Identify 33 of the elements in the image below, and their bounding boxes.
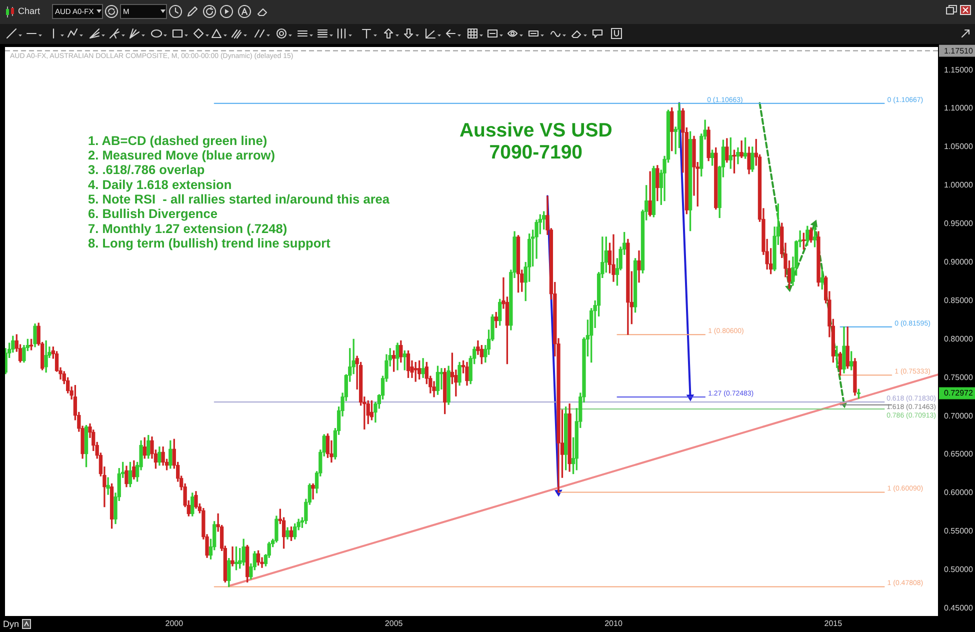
y-tick-label: 0.60000 [944, 488, 974, 498]
y-tick-label: 0.75000 [944, 372, 974, 382]
y-tick-label: 0.55000 [944, 526, 974, 536]
annotation: 6. Bullish Divergence [88, 206, 218, 222]
x-tick-label: 2010 [604, 619, 623, 628]
annotation: 1. AB=CD (dashed green line) [88, 132, 268, 148]
text: Chart [18, 6, 40, 17]
text: Dyn [3, 619, 20, 630]
y-tick-label: 1.05000 [944, 142, 974, 152]
y-tick-label: 0.70000 [944, 411, 974, 420]
text: 7090-7190 [489, 141, 583, 164]
annotation: 8. Long term (bullish) trend line support [88, 236, 332, 251]
y-tick-label: 0.85000 [944, 296, 974, 305]
y-tick-label: 0.45000 [944, 604, 974, 613]
y-tick-label: 0.65000 [944, 450, 974, 459]
y-tick-label: 1.10000 [944, 104, 974, 113]
ref-line-label: 1.17510 [944, 46, 974, 56]
y-tick-label: 0.50000 [944, 565, 974, 574]
y-tick-label: 0.95000 [944, 219, 974, 228]
annotation: 5. Note RSI - all rallies started in/around this area [88, 192, 390, 207]
annotation: 2. Measured Move (blue arrow) [88, 147, 276, 162]
y-tick-label: 1.15000 [944, 65, 974, 74]
y-tick-label: 0.90000 [944, 258, 974, 266]
x-tick-label: 2000 [165, 619, 184, 628]
y-tick-label: 1.00000 [944, 180, 974, 190]
annotation: 4. Daily 1.618 extension [88, 176, 232, 192]
annotation: 7. Monthly 1.27 extension (.7248) [88, 220, 288, 236]
y-tick-label: 0.80000 [944, 334, 974, 344]
y-tick-label: 0.72972 [944, 388, 974, 398]
x-tick-label: 2005 [384, 619, 404, 628]
x-tick-label: 2015 [824, 619, 843, 628]
text: Aussive VS USD [459, 119, 612, 142]
annotation: 3. .618/.786 overlap [88, 162, 205, 178]
